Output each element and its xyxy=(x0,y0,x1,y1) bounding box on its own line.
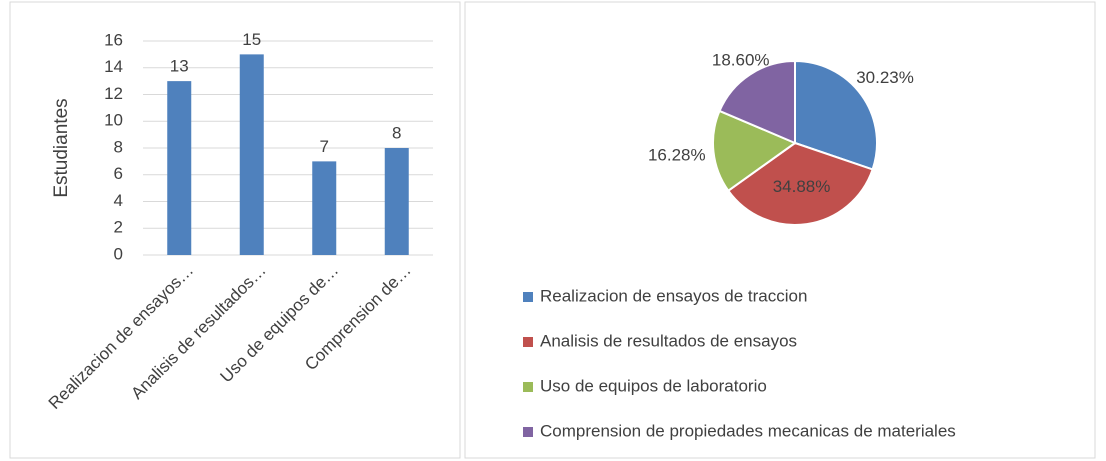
legend-swatch xyxy=(523,382,533,392)
y-tick-label: 14 xyxy=(104,57,123,76)
y-axis-label: Estudiantes xyxy=(51,98,72,197)
pie-slice xyxy=(726,141,874,226)
bar xyxy=(167,81,192,255)
x-tick-label: Analisis de resultados… xyxy=(127,261,269,403)
data-label: 34.88% xyxy=(773,177,831,196)
x-tick-label: Realizacion de ensayos… xyxy=(45,261,197,413)
legend-swatch xyxy=(523,427,533,437)
legend-label: Comprension de propiedades mecanicas de … xyxy=(540,421,956,440)
y-tick-label: 0 xyxy=(114,244,123,263)
data-label: 30.23% xyxy=(856,68,914,87)
data-label: 8 xyxy=(392,123,401,142)
bar xyxy=(239,54,264,255)
y-tick-label: 2 xyxy=(114,218,123,237)
legend-label: Analisis de resultados de ensayos xyxy=(540,331,797,350)
y-tick-label: 16 xyxy=(104,30,123,49)
right-panel xyxy=(464,1,1096,459)
legend-label: Realizacion de ensayos de traccion xyxy=(540,286,807,305)
data-label: 16.28% xyxy=(648,145,706,164)
y-tick-label: 10 xyxy=(104,111,123,130)
y-tick-label: 8 xyxy=(114,137,123,156)
legend-swatch xyxy=(523,292,533,302)
y-tick-label: 4 xyxy=(114,191,123,210)
data-label: 7 xyxy=(320,137,329,156)
y-tick-label: 12 xyxy=(104,84,123,103)
bar xyxy=(384,148,409,255)
data-label: 15 xyxy=(242,30,261,49)
legend-label: Uso de equipos de laboratorio xyxy=(540,376,767,395)
pie-slice xyxy=(718,59,796,145)
data-label: 18.60% xyxy=(712,50,770,69)
pie-slice xyxy=(712,109,798,193)
legend-swatch xyxy=(523,337,533,347)
y-tick-label: 6 xyxy=(114,164,123,183)
data-label: 13 xyxy=(170,57,189,76)
pie-slice xyxy=(794,59,878,171)
left-panel xyxy=(9,1,461,459)
bar xyxy=(312,161,337,255)
x-tick-label: Uso de equipos de… xyxy=(217,261,343,387)
